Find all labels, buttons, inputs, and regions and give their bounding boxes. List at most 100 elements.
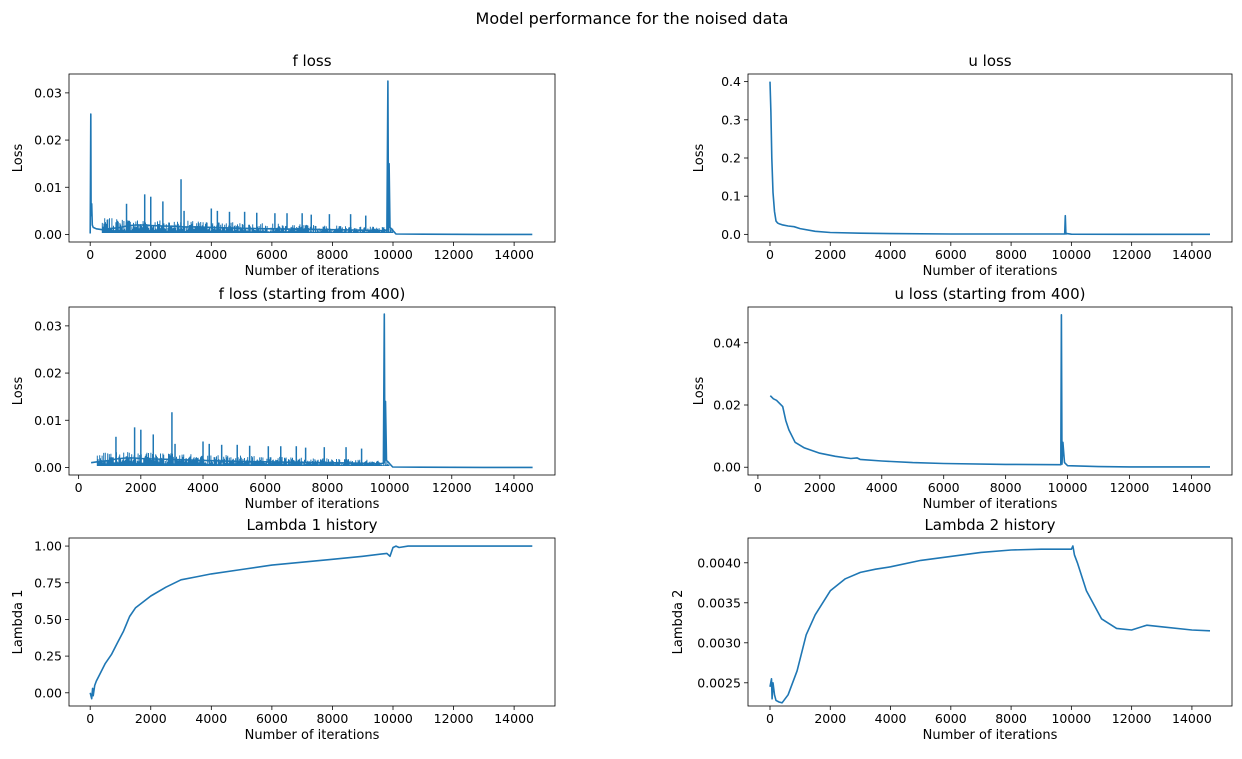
lambda-2-history-xtick-label-5: 10000 — [1051, 711, 1091, 726]
lambda-1-history-xtick-label-5: 10000 — [373, 711, 413, 726]
f-loss-xtick-label-3: 6000 — [256, 247, 288, 262]
u-loss-from-400-title: u loss (starting from 400) — [895, 285, 1086, 303]
f-loss-axes-frame — [68, 73, 556, 243]
u-loss-from-400-xtick-label-3: 6000 — [928, 480, 960, 495]
f-loss-xtick-label-6: 12000 — [434, 247, 474, 262]
u-loss-xtick-label-5: 10000 — [1051, 247, 1091, 262]
f-loss-from-400-xtick-label-5: 10000 — [370, 480, 410, 495]
u-loss-xtick-label-4: 8000 — [995, 247, 1027, 262]
f-loss-xtick-label-0: 0 — [86, 247, 94, 262]
u-loss-from-400-xtick-label-5: 10000 — [1048, 480, 1088, 495]
f-loss-ytick-label-0: 0.00 — [34, 227, 62, 242]
f-loss-from-400-ytick-label-1: 0.01 — [34, 413, 62, 428]
lambda-2-history-ytick-label-1: 0.0030 — [697, 635, 741, 650]
f-loss-ytick-label-2: 0.02 — [34, 133, 62, 148]
u-loss-xtick-label-1: 2000 — [814, 247, 846, 262]
f-loss-xtick-label-1: 2000 — [135, 247, 167, 262]
u-loss-from-400-xtick-label-6: 12000 — [1110, 480, 1150, 495]
f-loss-xtick-label-5: 10000 — [373, 247, 413, 262]
f-loss-from-400-axes-frame — [68, 306, 556, 476]
f-loss-ytick-label-1: 0.01 — [34, 180, 62, 195]
u-loss-from-400-xtick-label-0: 0 — [754, 480, 762, 495]
lambda-2-history-axes-frame — [747, 537, 1233, 707]
lambda-2-history-xtick-label-0: 0 — [766, 711, 774, 726]
lambda-2-history-xtick-label-4: 8000 — [995, 711, 1027, 726]
u-loss-from-400-axes-frame — [747, 306, 1233, 476]
f-loss-xlabel: Number of iterations — [245, 264, 380, 279]
lambda-2-history-title: Lambda 2 history — [924, 516, 1055, 534]
u-loss-from-400-xtick-label-4: 8000 — [990, 480, 1022, 495]
lambda-1-history-xtick-label-1: 2000 — [135, 711, 167, 726]
u-loss-xtick-label-2: 4000 — [875, 247, 907, 262]
u-loss-ytick-label-4: 0.4 — [721, 74, 741, 89]
u-loss-from-400-xlabel: Number of iterations — [923, 497, 1058, 512]
u-loss-panel: 0 2000 4000 6000 8000 10000 12000 14000 0.0 0.1 0.… — [692, 52, 1233, 279]
f-loss-panel: 0 2000 4000 6000 8000 10000 12000 14000 0.00 0.01… — [11, 52, 556, 279]
u-loss-from-400-xtick-label-7: 14000 — [1172, 480, 1212, 495]
u-loss-from-400-xtick-label-2: 4000 — [866, 480, 898, 495]
lambda-1-history-ylabel: Lambda 1 — [11, 590, 26, 655]
u-loss-from-400-ytick-label-1: 0.02 — [713, 398, 741, 413]
f-loss-ytick-label-3: 0.03 — [34, 85, 62, 100]
u-loss-from-400-ytick-label-0: 0.00 — [713, 460, 741, 475]
u-loss-from-400-ytick-label-2: 0.04 — [713, 335, 741, 350]
lambda-2-history-ytick-label-2: 0.0035 — [697, 595, 741, 610]
u-loss-from-400-ylabel: Loss — [692, 377, 707, 406]
u-loss-ytick-label-0: 0.0 — [721, 227, 741, 242]
lambda-1-history-xtick-label-6: 12000 — [434, 711, 474, 726]
lambda-2-history-xtick-label-7: 14000 — [1172, 711, 1212, 726]
u-loss-from-400-panel: 0 2000 4000 6000 8000 10000 12000 14000 0.00 0.02… — [692, 285, 1233, 512]
lambda-1-history-series-line — [89, 545, 533, 700]
f-loss-series-line — [89, 80, 533, 236]
u-loss-xtick-label-7: 14000 — [1172, 247, 1212, 262]
f-loss-from-400-ylabel: Loss — [11, 377, 26, 406]
f-loss-from-400-xtick-label-1: 2000 — [125, 480, 157, 495]
lambda-1-history-xtick-label-7: 14000 — [494, 711, 534, 726]
f-loss-from-400-xtick-label-2: 4000 — [187, 480, 219, 495]
f-loss-from-400-xtick-label-7: 14000 — [494, 480, 534, 495]
figure-suptitle: Model performance for the noised data — [476, 9, 789, 28]
u-loss-title: u loss — [968, 52, 1011, 70]
lambda-2-history-ytick-label-0: 0.0025 — [697, 675, 741, 690]
lambda-2-history-xtick-label-1: 2000 — [814, 711, 846, 726]
f-loss-from-400-xtick-label-6: 12000 — [432, 480, 472, 495]
lambda-2-history-xtick-label-2: 4000 — [875, 711, 907, 726]
u-loss-xtick-label-0: 0 — [766, 247, 774, 262]
f-loss-from-400-ytick-label-0: 0.00 — [34, 460, 62, 475]
f-loss-from-400-xlabel: Number of iterations — [245, 497, 380, 512]
lambda-1-history-ytick-label-0: 0.00 — [34, 685, 62, 700]
u-loss-xlabel: Number of iterations — [923, 264, 1058, 279]
f-loss-ylabel: Loss — [11, 144, 26, 173]
u-loss-axes-frame — [747, 73, 1233, 243]
lambda-2-history-panel: 0 2000 4000 6000 8000 10000 12000 14000 0.0025 0.… — [671, 516, 1233, 743]
lambda-1-history-ytick-label-2: 0.50 — [34, 612, 62, 627]
f-loss-title: f loss — [292, 52, 331, 70]
lambda-2-history-xlabel: Number of iterations — [923, 728, 1058, 743]
lambda-1-history-ytick-label-4: 1.00 — [34, 539, 62, 554]
lambda-1-history-panel: 0 2000 4000 6000 8000 10000 12000 14000 0.00 0.25… — [11, 516, 556, 743]
f-loss-from-400-xtick-label-0: 0 — [75, 480, 83, 495]
lambda-2-history-xtick-label-3: 6000 — [935, 711, 967, 726]
u-loss-from-400-xtick-label-1: 2000 — [804, 480, 836, 495]
lambda-2-history-xtick-label-6: 12000 — [1112, 711, 1152, 726]
f-loss-from-400-xtick-label-4: 8000 — [311, 480, 343, 495]
u-loss-ylabel: Loss — [692, 144, 707, 173]
lambda-1-history-title: Lambda 1 history — [246, 516, 377, 534]
lambda-1-history-axes-frame — [68, 537, 556, 707]
lambda-1-history-ytick-label-3: 0.75 — [34, 575, 62, 590]
lambda-2-history-series-line — [769, 545, 1211, 704]
lambda-1-history-xtick-label-4: 8000 — [317, 711, 349, 726]
f-loss-from-400-ytick-label-2: 0.02 — [34, 366, 62, 381]
lambda-1-history-xtick-label-3: 6000 — [256, 711, 288, 726]
lambda-1-history-xtick-label-2: 4000 — [195, 711, 227, 726]
f-loss-from-400-panel: 0 2000 4000 6000 8000 10000 12000 14000 0.00 0.01… — [11, 285, 556, 512]
lambda-1-history-ytick-label-1: 0.25 — [34, 649, 62, 664]
lambda-1-history-xlabel: Number of iterations — [245, 728, 380, 743]
u-loss-ytick-label-1: 0.1 — [721, 189, 741, 204]
lambda-2-history-ylabel: Lambda 2 — [671, 590, 686, 655]
lambda-1-history-xtick-label-0: 0 — [86, 711, 94, 726]
u-loss-series-line — [769, 81, 1210, 236]
f-loss-from-400-xtick-label-3: 6000 — [249, 480, 281, 495]
f-loss-from-400-ytick-label-3: 0.03 — [34, 318, 62, 333]
